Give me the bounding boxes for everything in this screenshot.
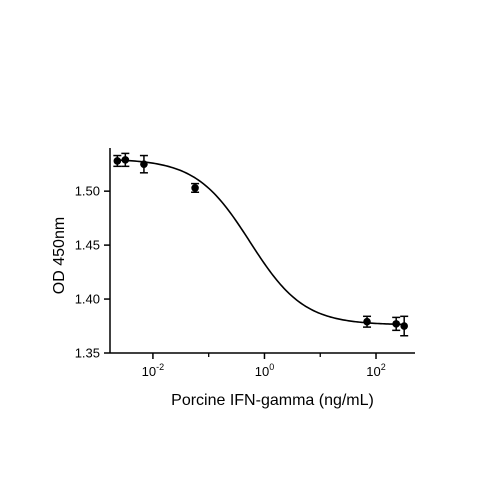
y-tick-label: 1.50: [75, 184, 100, 199]
marker: [392, 320, 400, 328]
marker: [400, 322, 408, 330]
fit-curve: [117, 159, 405, 326]
marker: [113, 157, 122, 165]
y-tick-label: 1.45: [75, 238, 100, 253]
y-ticks: 1.35 1.40 1.45 1.50: [75, 184, 110, 361]
marker: [121, 156, 130, 164]
data-point: [363, 315, 372, 328]
data-point: [191, 182, 200, 193]
data-point: [113, 154, 122, 168]
x-tick-label: 102: [366, 362, 385, 379]
x-tick-label: 10-2: [142, 362, 164, 379]
x-tick-label: 100: [255, 362, 274, 379]
data-point: [139, 154, 148, 174]
y-tick-label: 1.40: [75, 292, 100, 307]
x-axis-title: Porcine IFN-gamma (ng/mL): [171, 392, 374, 409]
marker: [363, 317, 371, 326]
data-points: [113, 152, 409, 337]
x-ticks: 10-2 100 102: [142, 353, 386, 379]
marker: [140, 160, 148, 168]
data-point: [400, 315, 409, 337]
y-tick-label: 1.35: [75, 346, 100, 361]
marker: [191, 184, 199, 192]
data-point: [392, 316, 401, 332]
axes: 1.35 1.40 1.45 1.50 10-2 100 102: [75, 148, 415, 379]
y-axis-title: OD 450nm: [51, 217, 68, 294]
data-point: [121, 152, 130, 168]
